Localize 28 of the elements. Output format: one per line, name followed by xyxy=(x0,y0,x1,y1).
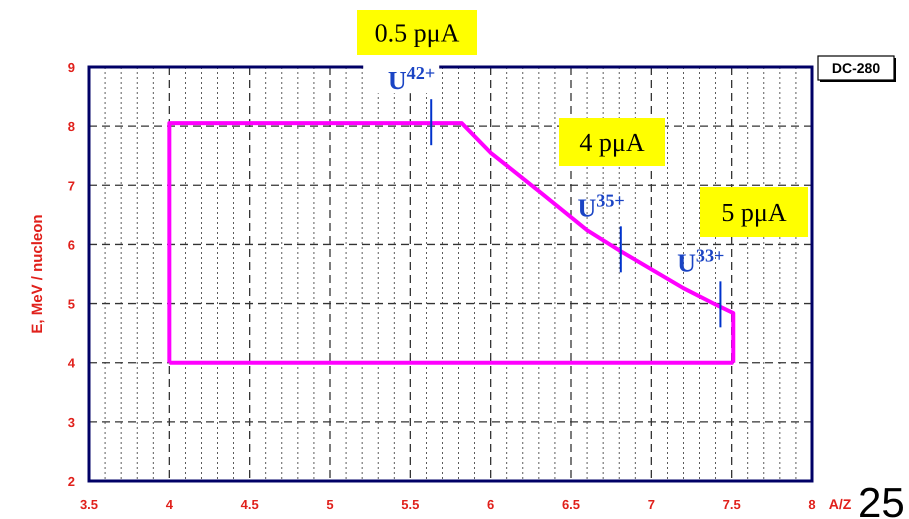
x-tick-label: 7.5 xyxy=(722,497,741,512)
annotation: U$^{42+}$ xyxy=(388,63,436,96)
text: DC-280 xyxy=(832,60,880,76)
y-tick-label: 8 xyxy=(68,119,75,134)
y-tick-label: 5 xyxy=(68,296,75,312)
annotation: U$^{35+}$ xyxy=(577,190,625,222)
x-tick-label: 8 xyxy=(808,497,816,512)
x-tick-label: 4 xyxy=(166,497,174,512)
x-tick-label: 4.5 xyxy=(240,497,259,512)
y-tick-label: 9 xyxy=(68,60,75,75)
y-axis-title: E, MeV / nucleon xyxy=(29,214,46,334)
x-tick-label: 6.5 xyxy=(562,497,580,512)
x-tick-label: 7 xyxy=(648,497,655,512)
annotation: U$^{33+}$ xyxy=(677,245,724,278)
text: 0.5 pμA xyxy=(374,18,460,48)
y-tick-label: 3 xyxy=(68,414,75,430)
x-tick-label: 3.5 xyxy=(80,497,98,512)
x-tick-label: 6 xyxy=(487,497,494,512)
annotation: 4 pμA xyxy=(579,128,645,157)
y-tick-label: 2 xyxy=(68,474,75,489)
y-tick-label: 4 xyxy=(68,356,76,371)
x-axis-title: A/Z xyxy=(828,496,852,512)
y-tick-label: 7 xyxy=(68,178,75,194)
text: 25 xyxy=(858,479,905,519)
y-tick-label: 6 xyxy=(68,237,75,252)
x-tick-label: 5.5 xyxy=(401,497,420,512)
annotation: 5 pμA xyxy=(721,198,787,227)
x-tick-label: 5 xyxy=(326,497,334,512)
